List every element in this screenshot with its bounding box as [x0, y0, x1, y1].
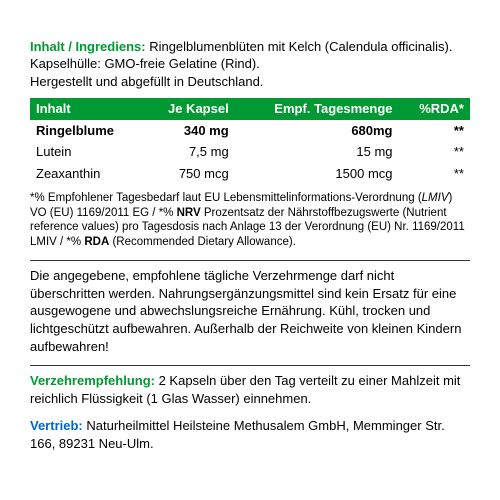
col-inhalt: Inhalt	[30, 98, 143, 120]
fn-rda: RDA	[84, 236, 109, 248]
col-daily: Empf. Tagesmenge	[235, 98, 399, 120]
cell-rda: **	[399, 141, 470, 163]
nutrition-table: Inhalt Je Kapsel Empf. Tagesmenge %RDA* …	[30, 98, 470, 184]
vendor-text: Naturheilmittel Heilsteine Methusalem Gm…	[30, 418, 445, 451]
fn-lmiv: LMIV	[422, 192, 449, 204]
footnote-text: *% Empfohlener Tagesbedarf laut EU Leben…	[30, 191, 470, 251]
cell-name: Ringelblume	[30, 120, 143, 142]
fn-nrv: NRV	[177, 207, 201, 219]
separator	[30, 260, 470, 261]
cell-rda: **	[399, 120, 470, 142]
ingredients-text-2: Hergestellt und abgefüllt in Deutschland…	[30, 74, 263, 89]
ingredients-label: Inhalt / Ingrediens:	[30, 39, 146, 54]
vendor-label: Vertrieb:	[30, 418, 83, 433]
cell-daily: 15 mg	[235, 141, 399, 163]
col-per-capsule: Je Kapsel	[143, 98, 234, 120]
separator	[30, 365, 470, 366]
cell-name: Lutein	[30, 141, 143, 163]
usage-section: Verzehrempfehlung: 2 Kapseln über den Ta…	[30, 372, 470, 407]
table-header-row: Inhalt Je Kapsel Empf. Tagesmenge %RDA*	[30, 98, 470, 120]
vendor-section: Vertrieb: Naturheilmittel Heilsteine Met…	[30, 417, 470, 452]
warning-text: Die angegebene, empfohlene tägliche Verz…	[30, 267, 470, 355]
cell-per: 750 mcg	[143, 163, 234, 185]
ingredients-section: Inhalt / Ingrediens: Ringelblumenblüten …	[30, 38, 470, 91]
table-row: Ringelblume 340 mg 680mg **	[30, 120, 470, 142]
cell-name: Zeaxanthin	[30, 163, 143, 185]
cell-daily: 1500 mcg	[235, 163, 399, 185]
table-row: Lutein 7,5 mg 15 mg **	[30, 141, 470, 163]
fn-post: (Recommended Dietary Allowance).	[109, 236, 296, 248]
cell-daily: 680mg	[235, 120, 399, 142]
cell-rda: **	[399, 163, 470, 185]
table-row: Zeaxanthin 750 mcg 1500 mcg **	[30, 163, 470, 185]
usage-label: Verzehrempfehlung:	[30, 373, 155, 388]
col-rda: %RDA*	[399, 98, 470, 120]
cell-per: 7,5 mg	[143, 141, 234, 163]
nutrition-label: Inhalt / Ingrediens: Ringelblumenblüten …	[30, 38, 470, 463]
fn-pre: *% Empfohlener Tagesbedarf laut EU Leben…	[30, 192, 422, 204]
cell-per: 340 mg	[143, 120, 234, 142]
